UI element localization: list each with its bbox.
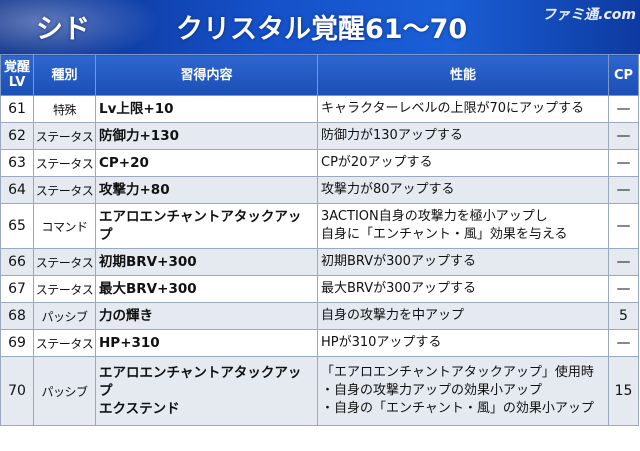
column-header-lv-line: 覚醒 xyxy=(3,60,30,75)
skill-line: 初期BRV+300 xyxy=(99,254,197,270)
perf-line: 自身に「エンチャント・風」効果を与える xyxy=(321,227,568,242)
skill-line: Lv上限+10 xyxy=(99,101,174,117)
cell-skill: エアロエンチャントアタックアップ xyxy=(95,203,318,249)
cell-skill: HP+310 xyxy=(95,329,318,357)
cell-perf: 自身の攻撃力を中アップ xyxy=(317,302,609,330)
cell-lv: 64 xyxy=(0,176,34,204)
perf-line: CPが20アップする xyxy=(321,155,433,170)
cell-kind: パッシブ xyxy=(33,356,96,426)
site-logo: ファミ通.com xyxy=(542,7,636,23)
cell-perf: 防御力が130アップする xyxy=(317,122,609,150)
skill-line: 最大BRV+300 xyxy=(99,281,197,297)
cell-skill: Lv上限+10 xyxy=(95,95,318,123)
awakening-table: 覚醒 LV 種別 習得内容 性能 CP 61 特殊 Lv上限+10 キャラクターレベル… xyxy=(0,54,639,426)
cell-kind: ステータス xyxy=(33,329,96,357)
cell-perf: CPが20アップする xyxy=(317,149,609,177)
cell-perf: 攻撃力が80アップする xyxy=(317,176,609,204)
cell-skill: 防御力+130 xyxy=(95,122,318,150)
table-row: 64 ステータス 攻撃力+80 攻撃力が80アップする — xyxy=(0,176,639,204)
cell-perf: 「エアロエンチャントアタックアップ」使用時 ・自身の攻撃力アップの効果小アップ・自… xyxy=(317,356,609,426)
table-row: 63 ステータス CP+20 CPが20アップする — xyxy=(0,149,639,177)
column-header-lv: 覚醒 LV xyxy=(0,54,34,96)
cell-lv: 69 xyxy=(0,329,34,357)
cell-skill: エアロエンチャントアタックアップエクステンド xyxy=(95,356,318,426)
cell-kind: コマンド xyxy=(33,203,96,249)
column-header-kind: 種別 xyxy=(33,54,96,96)
table-row: 70 パッシブ エアロエンチャントアタックアップ エクステンド 「エアロエンチャントアタ… xyxy=(0,356,639,426)
perf-line: 3ACTION自身の攻撃力を極小アップし xyxy=(321,209,548,224)
perf-line: 攻撃力が80アップする xyxy=(321,182,455,197)
cell-kind: ステータス xyxy=(33,275,96,303)
table-row: 61 特殊 Lv上限+10 キャラクターレベルの上限が70にアップする — xyxy=(0,95,639,123)
perf-line: 初期BRVが300アップする xyxy=(321,254,476,269)
table-row: 68 パッシブ 力の輝き 自身の攻撃力を中アップ 5 xyxy=(0,302,639,330)
cell-perf: 3ACTION自身の攻撃力を極小アップし自身に「エンチャント・風」効果を与える xyxy=(317,203,609,249)
table-row: 62 ステータス 防御力+130 防御力が130アップする — xyxy=(0,122,639,150)
character-name: シド xyxy=(36,14,90,45)
cell-lv: 66 xyxy=(0,248,34,276)
column-header-cp: CP xyxy=(608,54,639,96)
cell-skill: 初期BRV+300 xyxy=(95,248,318,276)
cell-lv: 67 xyxy=(0,275,34,303)
table-row: 67 ステータス 最大BRV+300 最大BRVが300アップする — xyxy=(0,275,639,303)
cell-cp: — xyxy=(608,95,639,123)
cell-cp: 15 xyxy=(608,356,639,426)
cell-cp: 5 xyxy=(608,302,639,330)
cell-lv: 62 xyxy=(0,122,34,150)
cell-cp: — xyxy=(608,203,639,249)
cell-cp: — xyxy=(608,176,639,204)
skill-line: エアロエンチャントアタックアップ xyxy=(99,365,302,399)
perf-line: ・自身の攻撃力アップの効果小アップ xyxy=(321,383,543,398)
cell-cp: — xyxy=(608,122,639,150)
cell-skill: CP+20 xyxy=(95,149,318,177)
cell-cp: — xyxy=(608,329,639,357)
cell-lv: 70 xyxy=(0,356,34,426)
cell-lv: 61 xyxy=(0,95,34,123)
title-banner: シド クリスタル覚醒61〜70 ファミ通.com xyxy=(0,0,640,54)
skill-line: エアロエンチャントアタックアップ xyxy=(99,209,302,243)
perf-line: 最大BRVが300アップする xyxy=(321,281,476,296)
column-header-skill: 習得内容 xyxy=(95,54,318,96)
perf-line: キャラクターレベルの上限が70にアップする xyxy=(321,101,585,116)
cell-kind: パッシブ xyxy=(33,302,96,330)
skill-line: 力の輝き xyxy=(99,308,153,324)
cell-lv: 65 xyxy=(0,203,34,249)
perf-line: HPが310アップする xyxy=(321,335,442,350)
perf-line: 自身の攻撃力を中アップ xyxy=(321,308,465,323)
banner-decoration xyxy=(0,0,180,54)
column-header-lv-line: LV xyxy=(8,75,26,90)
cell-cp: — xyxy=(608,248,639,276)
page-title: クリスタル覚醒61〜70 xyxy=(176,14,468,45)
cell-kind: ステータス xyxy=(33,122,96,150)
table-row: 66 ステータス 初期BRV+300 初期BRVが300アップする — xyxy=(0,248,639,276)
skill-line: 防御力+130 xyxy=(99,128,179,144)
table-row: 69 ステータス HP+310 HPが310アップする — xyxy=(0,329,639,357)
perf-line: 「エアロエンチャントアタックアップ」使用時 xyxy=(321,365,594,380)
cell-skill: 力の輝き xyxy=(95,302,318,330)
cell-cp: — xyxy=(608,149,639,177)
cell-skill: 攻撃力+80 xyxy=(95,176,318,204)
cell-kind: 特殊 xyxy=(33,95,96,123)
table-header-row: 覚醒 LV 種別 習得内容 性能 CP xyxy=(0,54,639,96)
cell-perf: キャラクターレベルの上限が70にアップする xyxy=(317,95,609,123)
cell-kind: ステータス xyxy=(33,149,96,177)
cell-perf: 最大BRVが300アップする xyxy=(317,275,609,303)
perf-line: ・自身の「エンチャント・風」の効果小アップ xyxy=(321,401,594,416)
cell-perf: HPが310アップする xyxy=(317,329,609,357)
skill-line: CP+20 xyxy=(99,155,149,171)
cell-skill: 最大BRV+300 xyxy=(95,275,318,303)
cell-cp: — xyxy=(608,275,639,303)
cell-lv: 68 xyxy=(0,302,34,330)
cell-kind: ステータス xyxy=(33,176,96,204)
skill-line: HP+310 xyxy=(99,335,160,351)
skill-line: 攻撃力+80 xyxy=(99,182,170,198)
table-row: 65 コマンド エアロエンチャントアタックアップ 3ACTION自身の攻撃力を極小アッ… xyxy=(0,203,639,249)
column-header-perf: 性能 xyxy=(317,54,609,96)
cell-kind: ステータス xyxy=(33,248,96,276)
cell-lv: 63 xyxy=(0,149,34,177)
perf-line: 防御力が130アップする xyxy=(321,128,463,143)
skill-line: エクステンド xyxy=(99,401,180,417)
cell-perf: 初期BRVが300アップする xyxy=(317,248,609,276)
